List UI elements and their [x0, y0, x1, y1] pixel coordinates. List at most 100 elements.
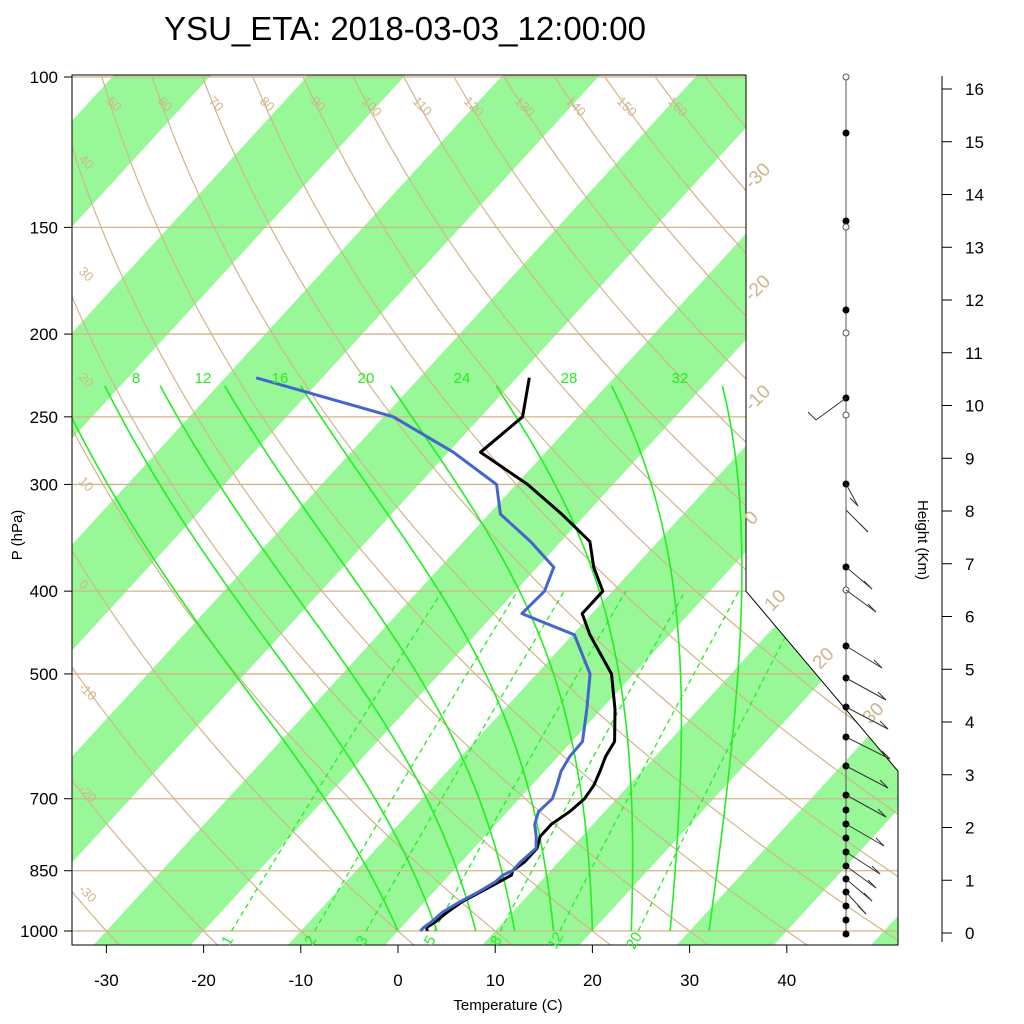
dry-adiabat-line	[453, 76, 898, 945]
height-tick-label: 2	[965, 819, 974, 838]
wind-barb-flag	[807, 411, 817, 421]
dry-adiabat-line	[72, 76, 617, 945]
x-tick-label: 10	[486, 971, 505, 990]
dry-adiabat-line	[201, 76, 898, 945]
x-tick-label: -30	[94, 971, 119, 990]
dry-adiabat-line	[101, 76, 814, 945]
isotherm-label: 10	[761, 586, 791, 616]
wind-barb-flag	[877, 691, 887, 701]
mixing-ratio-label: 12	[544, 929, 567, 952]
wind-barb	[845, 865, 877, 889]
wind-barb-flag	[877, 808, 887, 818]
y-tick-label: 300	[30, 475, 58, 494]
wind-level-dot	[842, 129, 850, 137]
wind-level-dot	[842, 73, 850, 81]
theta-label: 110	[410, 94, 435, 119]
wind-barb-flag	[871, 865, 881, 875]
height-tick-label: 1	[965, 871, 974, 890]
x-tick-label: -10	[289, 971, 314, 990]
wind-level-dot	[842, 223, 850, 231]
moist-adiabat-line	[72, 385, 399, 932]
wind-barb	[845, 483, 859, 507]
isotherm-label: 20	[809, 644, 839, 674]
sounding-profiles	[255, 376, 617, 933]
theta-label: -10	[76, 680, 100, 704]
wind-barb-flag	[849, 497, 859, 507]
theta-label: 70	[206, 94, 227, 115]
y-tick-label: 500	[30, 665, 58, 684]
height-tick-label: 14	[965, 186, 984, 205]
theta-label: 30	[76, 264, 97, 285]
mixing-ratio-lines	[230, 590, 810, 932]
moist-adiabat-line	[495, 385, 634, 931]
moist-adiabats	[72, 385, 743, 932]
wind-barb-flag	[873, 659, 883, 669]
wind-barb-flag	[863, 580, 873, 590]
height-tick-label: 10	[965, 397, 984, 416]
dry-adiabat-line	[403, 76, 898, 945]
y-tick-label: 250	[30, 408, 58, 427]
moist-adiabat-line	[300, 385, 555, 932]
x-axis-label: Temperature (C)	[453, 997, 562, 1014]
moist-adiabat-label: 32	[672, 370, 689, 387]
x-tick-label: 0	[393, 971, 402, 990]
moist-adiabat-label: 24	[454, 370, 471, 387]
dry-adiabat-line	[352, 76, 898, 945]
isotherm-band	[72, 75, 422, 945]
wind-level-dot	[842, 916, 850, 924]
x-tick-label: 30	[680, 971, 699, 990]
mixing-ratio-label: 5	[421, 933, 440, 949]
mixing-ratio-label: 20	[623, 929, 646, 952]
plot-frame	[71, 74, 899, 946]
x-tick-label: 20	[583, 971, 602, 990]
height-tick-label: 6	[965, 608, 974, 627]
wind-level-dot	[842, 902, 850, 910]
wind-barb	[845, 677, 887, 701]
wind-level-dot	[842, 834, 850, 842]
isotherm-band	[478, 75, 898, 945]
wind-level-dot	[842, 806, 850, 814]
wind-barb-flag	[875, 837, 885, 847]
mixing-ratio-line	[559, 590, 740, 932]
moist-adiabat-line	[104, 385, 438, 932]
dewpoint-profile	[255, 376, 592, 933]
wind-barb-flag	[879, 779, 889, 789]
moist-adiabat-label: 8	[132, 370, 140, 387]
y-tick-label: 700	[30, 790, 58, 809]
isotherm-label: 30	[859, 699, 889, 729]
height-tick-label: 8	[965, 502, 974, 521]
moist-adiabat-line	[708, 385, 743, 932]
wind-level-dot	[842, 930, 850, 938]
wind-barb	[845, 823, 885, 847]
height-tick-label: 7	[965, 555, 974, 574]
height-tick-label: 15	[965, 133, 984, 152]
y-axis-label: P (hPa)	[9, 510, 26, 561]
isotherm-band	[284, 75, 898, 945]
height-tick-label: 4	[965, 713, 974, 732]
mixing-ratio-line	[365, 590, 565, 932]
height-tick-label: 16	[965, 80, 984, 99]
dry-adiabat-line	[252, 76, 898, 945]
wind-level-dot	[842, 217, 850, 225]
dry-adiabat-line	[72, 76, 223, 945]
height-tick-label: 11	[965, 344, 983, 363]
wind-barb	[845, 736, 891, 760]
height-tick-label: 5	[965, 660, 974, 679]
theta-label: 80	[257, 94, 278, 115]
wind-barb	[815, 397, 847, 421]
chart-title: YSU_ETA: 2018-03-03_12:00:00	[164, 10, 646, 47]
wind-barb-flag	[857, 905, 867, 915]
height-tick-label: 9	[965, 449, 974, 468]
wind-barb	[845, 645, 883, 669]
isobar-lines	[72, 76, 898, 932]
height-axis-label: Height (Km)	[914, 500, 931, 580]
y-tick-label: 1000	[20, 922, 58, 941]
wind-barb	[845, 706, 889, 730]
y-tick-label: 850	[30, 862, 58, 881]
mixing-ratio-line	[499, 590, 686, 932]
mixing-ratio-line	[314, 590, 519, 932]
height-tick-label: 0	[965, 924, 974, 943]
theta-label: -30	[76, 882, 100, 906]
